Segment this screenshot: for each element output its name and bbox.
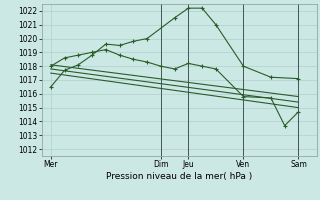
X-axis label: Pression niveau de la mer( hPa ): Pression niveau de la mer( hPa ) <box>106 172 252 181</box>
